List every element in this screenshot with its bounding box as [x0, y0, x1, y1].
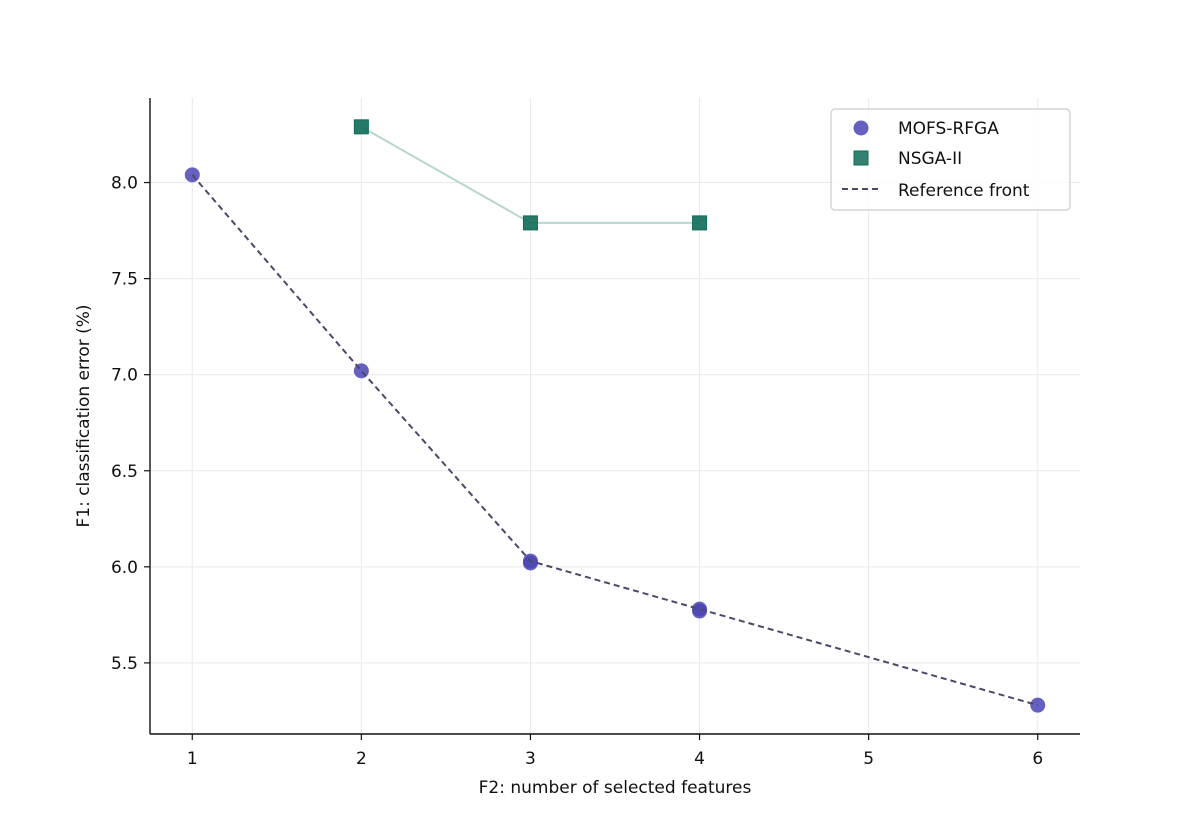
legend-label-mofs-rfga: MOFS-RFGA: [898, 119, 999, 139]
nsga-ii-point: [522, 215, 538, 231]
mofs-rfga-point: [522, 555, 538, 571]
y-tick-label: 8.0: [111, 174, 138, 194]
x-tick-label: 6: [1032, 749, 1043, 769]
series: [184, 119, 1046, 713]
reference-front-line: [191, 174, 1039, 707]
legend-label-reference-front: Reference front: [898, 181, 1030, 201]
x-axis-title: F2: number of selected features: [479, 778, 752, 798]
y-tick-label: 7.5: [111, 270, 138, 290]
x-tick-label: 3: [525, 749, 536, 769]
y-tick-label: 6.5: [111, 462, 138, 482]
x-tick-label: 1: [187, 749, 198, 769]
x-tick-label: 4: [694, 749, 705, 769]
legend-box: [830, 108, 1071, 211]
x-tick-label: 5: [863, 749, 874, 769]
ticks: 1 2 3 4 5 6 5.5 6.0 6.5 7.0 7.5 8.0: [111, 174, 1043, 769]
legend: MOFS-RFGA NSGA-II Reference front: [830, 108, 1071, 211]
legend-marker-mofs-rfga: [853, 120, 869, 136]
nsga-ii-point: [353, 119, 369, 135]
legend-label-nsga-ii: NSGA-II: [898, 149, 962, 169]
x-tick-label: 2: [356, 749, 367, 769]
y-axis-title: F1: classification error (%): [74, 304, 94, 527]
y-tick-label: 6.0: [111, 558, 138, 578]
nsga-ii-point: [692, 215, 708, 231]
axes: [149, 98, 1080, 735]
legend-marker-nsga-ii: [853, 150, 869, 166]
y-tick-label: 7.0: [111, 366, 138, 386]
y-tick-label: 5.5: [111, 654, 138, 674]
